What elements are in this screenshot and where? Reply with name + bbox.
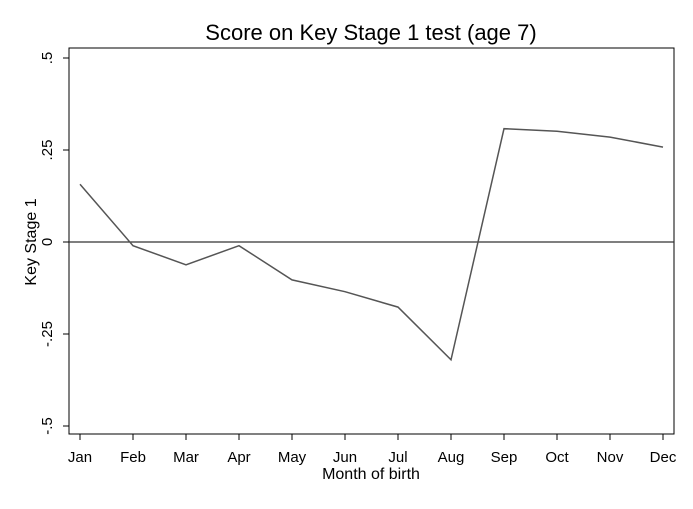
x-tick-label: Nov bbox=[597, 449, 624, 466]
x-tick-label: Jun bbox=[333, 449, 357, 466]
y-tick-label: -.5 bbox=[39, 417, 56, 435]
data-point bbox=[397, 306, 399, 308]
x-tick-label: Dec bbox=[650, 449, 677, 466]
y-tick-label: .5 bbox=[39, 52, 56, 65]
data-point bbox=[556, 130, 558, 132]
x-tick-label: Apr bbox=[227, 449, 250, 466]
series-line bbox=[79, 127, 664, 362]
y-tick-label: 0 bbox=[39, 238, 56, 246]
data-point bbox=[450, 359, 452, 361]
axis-ticks: -.5 -.25 0 .25 .5 Jan Feb Mar Apr May Jun Jul Aug Sep… bbox=[39, 52, 677, 466]
y-tick-label: .25 bbox=[39, 140, 56, 161]
x-tick-label: Aug bbox=[438, 449, 465, 466]
x-tick-label: Oct bbox=[545, 449, 569, 466]
data-point bbox=[344, 290, 346, 292]
x-tick-label: Mar bbox=[173, 449, 199, 466]
x-tick-label: Feb bbox=[120, 449, 146, 466]
x-tick-label: Jul bbox=[388, 449, 407, 466]
x-tick-label: Sep bbox=[491, 449, 518, 466]
x-tick-label: Jan bbox=[68, 449, 92, 466]
y-tick-label: -.25 bbox=[39, 321, 56, 347]
data-point bbox=[185, 264, 187, 266]
x-tick-label: May bbox=[278, 449, 307, 466]
data-point bbox=[662, 146, 664, 148]
data-point bbox=[291, 279, 293, 281]
data-point bbox=[79, 183, 81, 185]
y-axis-label: Key Stage 1 bbox=[23, 198, 40, 285]
data-point bbox=[503, 127, 505, 129]
chart-title: Score on Key Stage 1 test (age 7) bbox=[205, 20, 536, 45]
data-point bbox=[609, 136, 611, 138]
x-axis-label: Month of birth bbox=[322, 466, 420, 483]
plot-area bbox=[68, 47, 675, 435]
data-point bbox=[132, 244, 134, 246]
data-point bbox=[238, 244, 240, 246]
